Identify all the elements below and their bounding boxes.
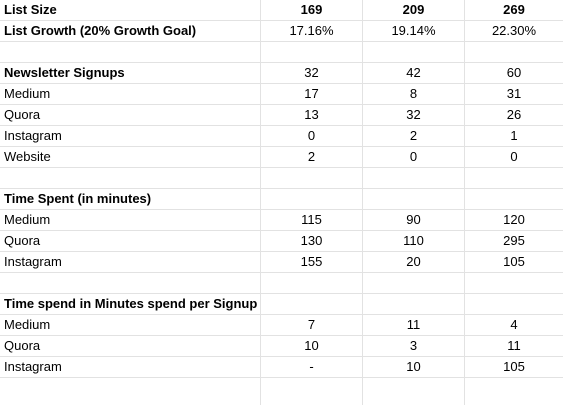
- value-cell[interactable]: 10: [304, 338, 319, 353]
- row-label-cell[interactable]: Quora: [4, 338, 41, 353]
- row-label-cell[interactable]: Quora: [4, 233, 41, 248]
- value-cell[interactable]: 60: [506, 65, 522, 80]
- value-cell[interactable]: [363, 168, 464, 188]
- value-cell[interactable]: [363, 42, 464, 62]
- row-label-cell[interactable]: List Growth (20% Growth Goal): [4, 23, 197, 38]
- row-label-cell[interactable]: Instagram: [4, 128, 62, 143]
- value-cell[interactable]: 20: [406, 254, 421, 269]
- value-cell[interactable]: 17: [304, 86, 319, 101]
- table-row: Instagram 155 20 105: [0, 252, 563, 273]
- row-label-cell[interactable]: Medium: [4, 86, 51, 101]
- value-cell[interactable]: 13: [304, 107, 319, 122]
- value-cell[interactable]: 31: [506, 86, 522, 101]
- column-divider: [464, 0, 465, 405]
- row-label-cell[interactable]: [0, 42, 260, 62]
- table-row: List Growth (20% Growth Goal) 17.16% 19.14…: [0, 21, 563, 42]
- row-label-cell[interactable]: [0, 168, 260, 188]
- value-cell[interactable]: [261, 42, 362, 62]
- table-row: List Size 169 209 269: [0, 0, 563, 21]
- value-cell[interactable]: 19.14%: [391, 23, 436, 38]
- table-row: Quora 130 110 295: [0, 231, 563, 252]
- value-cell[interactable]: [261, 189, 362, 209]
- value-cell[interactable]: 169: [300, 2, 323, 17]
- value-cell[interactable]: 22.30%: [491, 23, 537, 38]
- value-cell[interactable]: 26: [506, 107, 522, 122]
- value-cell[interactable]: 11: [406, 317, 421, 332]
- row-label-cell[interactable]: Medium: [4, 212, 51, 227]
- row-label-cell[interactable]: [0, 273, 260, 293]
- value-cell[interactable]: [465, 294, 563, 314]
- value-cell[interactable]: 155: [300, 254, 323, 269]
- table-row: Instagram 0 2 1: [0, 126, 563, 147]
- value-cell[interactable]: [261, 273, 362, 293]
- value-cell[interactable]: [261, 168, 362, 188]
- row-label-cell[interactable]: Time Spent (in minutes): [4, 191, 152, 206]
- row-label-cell[interactable]: Quora: [4, 107, 41, 122]
- table-row: [0, 42, 563, 63]
- value-cell[interactable]: [465, 273, 563, 293]
- value-cell[interactable]: 130: [300, 233, 323, 248]
- table-row: Newsletter Signups 32 42 60: [0, 63, 563, 84]
- value-cell[interactable]: [261, 294, 362, 314]
- value-cell[interactable]: -: [309, 359, 314, 374]
- row-label-cell[interactable]: List Size: [4, 2, 57, 17]
- value-cell[interactable]: 115: [301, 212, 322, 227]
- table-row: Website 2 0 0: [0, 147, 563, 168]
- table-row: Instagram - 10 105: [0, 357, 563, 378]
- value-cell[interactable]: 209: [402, 2, 425, 17]
- table-row: Medium 17 8 31: [0, 84, 563, 105]
- value-cell[interactable]: [363, 273, 464, 293]
- value-cell[interactable]: 32: [304, 65, 319, 80]
- value-cell[interactable]: 7: [307, 317, 316, 332]
- column-divider: [362, 0, 363, 405]
- row-label-cell[interactable]: Website: [4, 149, 51, 164]
- value-cell[interactable]: 42: [406, 65, 421, 80]
- value-cell[interactable]: 105: [503, 359, 525, 374]
- table-row: Medium 115 90 120: [0, 210, 563, 231]
- value-cell[interactable]: 0: [307, 128, 316, 143]
- value-cell[interactable]: [465, 168, 563, 188]
- table-row: Time spend in Minutes spend per Signup: [0, 294, 563, 315]
- value-cell[interactable]: 2: [307, 149, 316, 164]
- table-row: Medium 7 11 4: [0, 315, 563, 336]
- value-cell[interactable]: 32: [406, 107, 421, 122]
- value-cell[interactable]: 110: [403, 233, 424, 248]
- value-cell[interactable]: 0: [510, 149, 518, 164]
- row-label-cell[interactable]: Time spend in Minutes spend per Signup: [4, 296, 258, 311]
- value-cell[interactable]: 1: [510, 128, 518, 143]
- value-cell[interactable]: 17.16%: [289, 23, 334, 38]
- table-row: Quora 10 3 11: [0, 336, 563, 357]
- row-label-cell[interactable]: Medium: [4, 317, 51, 332]
- value-cell[interactable]: [363, 294, 464, 314]
- table-row: Quora 13 32 26: [0, 105, 563, 126]
- table-row: [0, 168, 563, 189]
- value-cell[interactable]: 0: [409, 149, 418, 164]
- value-cell[interactable]: 10: [406, 359, 421, 374]
- table-row: Time Spent (in minutes): [0, 189, 563, 210]
- value-cell[interactable]: 2: [409, 128, 418, 143]
- value-cell[interactable]: [465, 42, 563, 62]
- value-cell[interactable]: 105: [503, 254, 525, 269]
- value-cell[interactable]: 11: [507, 338, 521, 353]
- value-cell[interactable]: 120: [503, 212, 525, 227]
- row-label-cell[interactable]: Instagram: [4, 359, 62, 374]
- value-cell[interactable]: [465, 189, 563, 209]
- column-divider: [260, 0, 261, 405]
- value-cell[interactable]: 295: [503, 233, 525, 248]
- value-cell[interactable]: [363, 189, 464, 209]
- value-cell[interactable]: 8: [409, 86, 418, 101]
- value-cell[interactable]: 3: [409, 338, 418, 353]
- table-row: [0, 273, 563, 294]
- value-cell[interactable]: 90: [406, 212, 421, 227]
- value-cell[interactable]: 4: [510, 317, 518, 332]
- row-label-cell[interactable]: Newsletter Signups: [4, 65, 125, 80]
- value-cell[interactable]: 269: [503, 2, 525, 17]
- row-label-cell[interactable]: Instagram: [4, 254, 62, 269]
